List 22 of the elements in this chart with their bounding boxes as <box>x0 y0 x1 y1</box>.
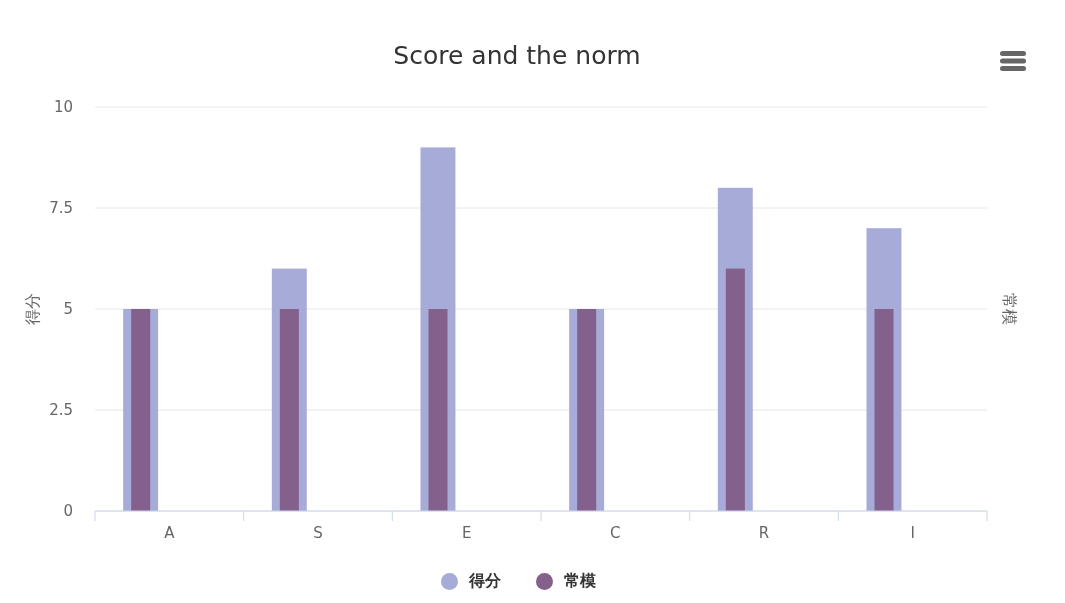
bar <box>428 309 448 511</box>
x-tick-label: S <box>313 524 323 542</box>
legend-label: 得分 <box>468 570 501 592</box>
y-tick-label: 7.5 <box>49 199 73 218</box>
y-tick-label: 10 <box>53 98 73 117</box>
legend-label: 常模 <box>563 570 596 592</box>
bar <box>725 268 745 511</box>
y-tick-label: 0 <box>63 502 73 521</box>
x-tick-label: I <box>910 524 915 542</box>
y-tick-label: 5 <box>63 300 73 319</box>
bar <box>577 309 597 511</box>
y-tick-label: 2.5 <box>49 401 73 420</box>
bar <box>874 309 894 511</box>
x-tick-label: R <box>758 524 770 542</box>
y2-axis-title: 常模 <box>999 293 1019 325</box>
x-tick-label: C <box>610 524 621 542</box>
chart-title: Score and the norm <box>393 41 641 70</box>
bar <box>131 309 151 511</box>
x-tick-label: E <box>461 524 472 542</box>
x-tick-label: A <box>164 524 176 542</box>
bar <box>279 309 299 511</box>
y-axis-title: 得分 <box>22 293 42 325</box>
